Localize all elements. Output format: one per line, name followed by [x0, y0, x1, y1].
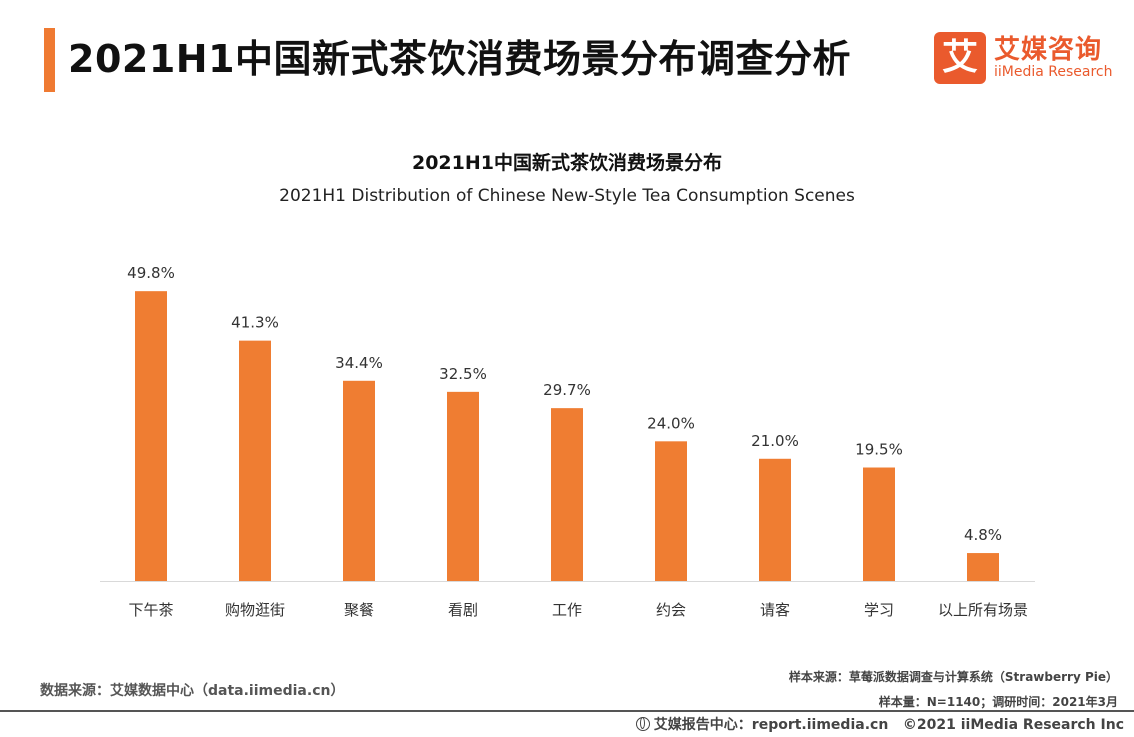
chart-subtitle: 2021H1 Distribution of Chinese New-Style… [279, 186, 855, 206]
bar-4 [551, 408, 583, 581]
category-label-2: 聚餐 [344, 601, 374, 619]
logo-name-cn: 艾媒咨询 [994, 35, 1103, 65]
data-label-6: 21.0% [751, 432, 799, 450]
bar-3 [447, 391, 479, 581]
category-label-8: 以上所有场景 [938, 601, 1028, 619]
data-label-7: 19.5% [855, 441, 903, 459]
category-label-6: 请客 [760, 601, 790, 619]
page-title: 2021H1中国新式茶饮消费场景分布调查分析 [68, 37, 852, 81]
data-label-0: 49.8% [127, 264, 175, 282]
copyright: ©2021 iiMedia Research Inc [902, 717, 1124, 733]
bar-7 [863, 467, 895, 581]
footer-bar: 艾媒报告中心：report.iimedia.cn ©2021 iiMedia R… [635, 714, 1124, 734]
data-label-5: 24.0% [647, 414, 695, 432]
logo-mark-icon: 艾 [934, 32, 986, 84]
bar-5 [655, 441, 687, 581]
data-label-2: 34.4% [335, 354, 383, 372]
category-label-5: 约会 [656, 601, 686, 619]
category-label-3: 看剧 [448, 601, 478, 619]
bar-2 [343, 380, 375, 581]
title-accent-bar [44, 28, 55, 92]
bar-8 [967, 553, 999, 581]
category-label-7: 学习 [864, 601, 894, 619]
bar-1 [239, 340, 271, 581]
category-label-1: 购物逛街 [225, 601, 285, 619]
category-label-0: 下午茶 [128, 601, 173, 619]
data-label-3: 32.5% [439, 365, 487, 383]
data-label-1: 41.3% [231, 314, 279, 332]
iimedia-logo: 艾 艾媒咨询 iiMedia Research [934, 32, 1124, 84]
data-source: 数据来源：艾媒数据中心（data.iimedia.cn） [40, 683, 345, 699]
logo-name-en: iiMedia Research [994, 64, 1113, 80]
footer-divider [0, 710, 1134, 712]
bar-0 [135, 291, 167, 581]
data-label-4: 29.7% [543, 381, 591, 399]
category-label-4: 工作 [552, 601, 582, 619]
globe-icon [635, 717, 650, 731]
bar-6 [759, 458, 791, 581]
chart-title: 2021H1中国新式茶饮消费场景分布 [411, 152, 722, 174]
sample-source: 样本来源：草莓派数据调查与计算系统（Strawberry Pie） [788, 670, 1118, 684]
report-center-link[interactable]: 艾媒报告中心：report.iimedia.cn [653, 717, 889, 733]
sample-info: 样本量：N=1140；调研时间：2021年3月 [878, 695, 1118, 709]
data-label-8: 4.8% [964, 526, 1002, 544]
